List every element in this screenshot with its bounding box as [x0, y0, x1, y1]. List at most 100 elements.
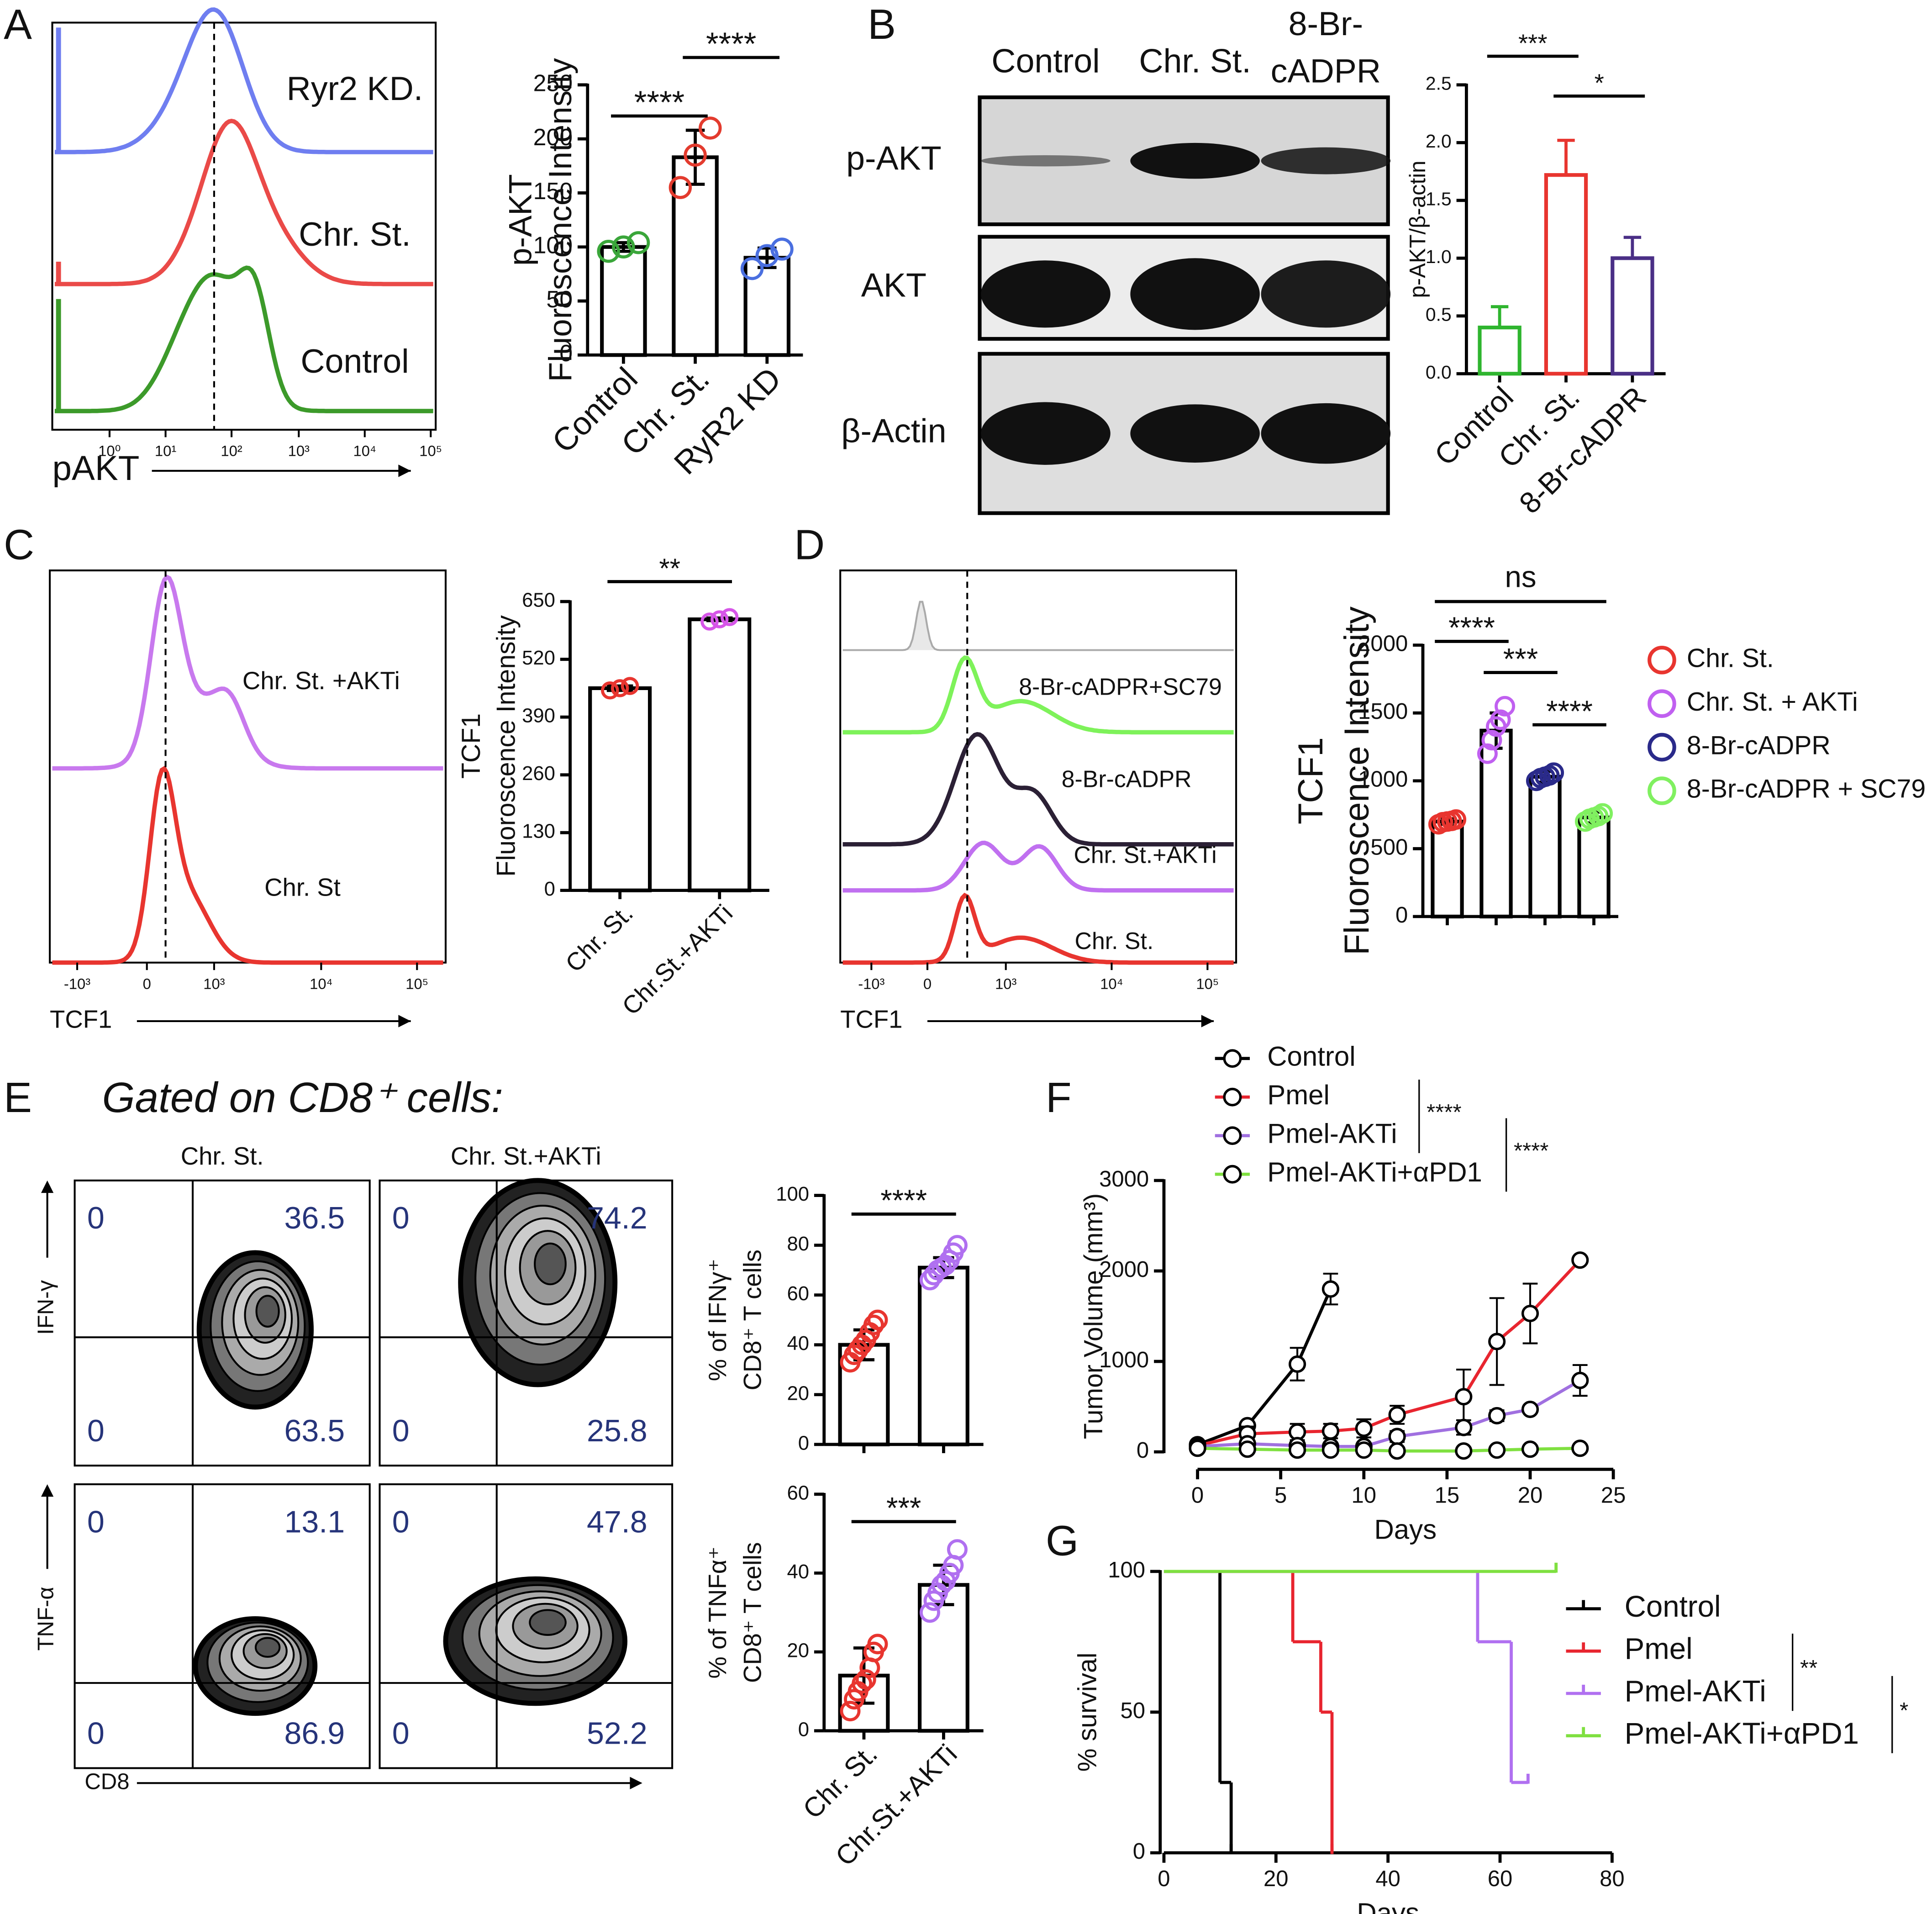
axis-arrowhead: [1201, 1015, 1214, 1028]
data-point: [1521, 1304, 1539, 1323]
legend-marker: [1648, 776, 1676, 805]
data-point: [1490, 709, 1511, 730]
y-tick-label: 80: [787, 1233, 809, 1255]
contour: [255, 1295, 280, 1328]
y-tick-label: 100: [1108, 1558, 1145, 1582]
y-tick-label: 50: [546, 286, 573, 312]
significance-label: ****: [1427, 1100, 1461, 1125]
y-tick-label: 1000: [1358, 767, 1408, 792]
data-point: [684, 143, 707, 167]
y-tick-label: 20: [787, 1382, 809, 1404]
quadrant-value: 0: [87, 1413, 105, 1448]
y-tick-label: 60: [787, 1482, 809, 1504]
data-point: [1592, 803, 1613, 824]
significance-label: *: [1595, 69, 1604, 97]
row-label: AKT: [861, 266, 927, 304]
significance-label: ****: [634, 84, 684, 121]
data-point: [597, 240, 620, 263]
quadrant-value: 13.1: [284, 1504, 345, 1539]
row-label: p-AKT: [846, 139, 942, 177]
significance-label: ***: [1503, 642, 1538, 675]
significance-label: ****: [880, 1184, 927, 1217]
x-axis-label: CD8: [84, 1769, 129, 1794]
x-tick-label: -10³: [64, 975, 90, 992]
y-axis-label: Tumor Volume (mm³): [1079, 1193, 1108, 1439]
x-tick-label: 10⁴: [1100, 975, 1123, 992]
data-point: [1495, 696, 1516, 717]
legend-label: Pmel: [1625, 1632, 1693, 1666]
panel-letter: D: [794, 521, 825, 568]
x-tick-label: 10⁴: [353, 443, 376, 459]
column-label: 8-Br-cADPR: [1270, 5, 1381, 90]
quadrant-value: 74.2: [587, 1201, 648, 1235]
x-tick-label: 10³: [203, 975, 225, 992]
row-label: β-Actin: [841, 412, 946, 450]
panel-letter: A: [4, 0, 32, 48]
data-point: [1481, 730, 1502, 751]
legend-label: Chr. St. + AKTi: [1687, 687, 1858, 717]
significance-label: *: [1900, 1698, 1908, 1723]
curve-label: Ryr2 KD.: [287, 69, 423, 107]
significance-label: ***: [1518, 29, 1548, 57]
histogram-curve: [52, 765, 443, 965]
y-axis-label: TCF1: [457, 713, 486, 779]
data-point: [863, 1314, 884, 1335]
curve-label: Chr. St: [264, 873, 341, 901]
legend-marker: [1648, 645, 1676, 675]
data-point: [699, 116, 722, 140]
y-axis-label: Fluoroscence Intensity: [491, 615, 521, 877]
y-axis-label: CD8⁺ T cells: [738, 1542, 766, 1683]
axis-arrowhead: [398, 1015, 411, 1028]
y-tick-label: 40: [787, 1561, 809, 1583]
x-tick-label: 10⁴: [310, 975, 332, 992]
data-point: [1571, 1371, 1589, 1389]
y-tick-label: 100: [533, 232, 573, 258]
data-point: [669, 176, 692, 199]
data-point: [1321, 1280, 1340, 1298]
y-tick-label: 20: [787, 1640, 809, 1662]
y-tick-label: 150: [533, 178, 573, 204]
y-axis-label: % survival: [1073, 1653, 1102, 1772]
data-point: [1388, 1428, 1406, 1445]
panel-letter: G: [1046, 1517, 1079, 1564]
y-axis-label: % of IFNγ⁺: [704, 1259, 732, 1381]
reference-histogram: [842, 601, 1234, 651]
curve-label: 8-Br-cADPR: [1062, 765, 1192, 792]
column-label: Chr. St.+AKTi: [451, 1142, 601, 1170]
y-tick-label: 2000: [1099, 1257, 1149, 1282]
y-tick-label: 2.5: [1426, 73, 1452, 94]
legend-marker: [1223, 1087, 1242, 1107]
y-tick-label: 60: [787, 1283, 809, 1305]
legend-marker: [1223, 1165, 1242, 1184]
legend-marker: [1648, 689, 1676, 718]
y-axis-label: TNF-α: [34, 1587, 58, 1650]
data-point: [947, 1539, 968, 1560]
data-point: [1289, 1441, 1306, 1459]
curve-label: Control: [300, 342, 409, 380]
data-point: [1521, 1400, 1539, 1418]
legend-marker: [1223, 1049, 1242, 1068]
blot-band: [1130, 404, 1260, 463]
x-tick-label: 10³: [288, 443, 310, 459]
data-point: [720, 608, 739, 627]
legend-label: Control: [1625, 1590, 1721, 1623]
legend-label: 8-Br-cADPR + SC79: [1687, 775, 1926, 804]
data-point: [626, 231, 650, 254]
quadrant-value: 0: [87, 1716, 105, 1751]
x-tick-label: 0: [1191, 1483, 1204, 1508]
x-tick-label: 0: [143, 975, 151, 992]
x-axis-label: Days: [1357, 1898, 1419, 1914]
y-tick-label: 3000: [1099, 1167, 1149, 1192]
line-series: [1197, 1379, 1581, 1448]
data-point: [1321, 1441, 1340, 1459]
x-axis-label: TCF1: [840, 1005, 902, 1033]
significance-label: ****: [1514, 1139, 1548, 1163]
y-axis-label: CD8⁺ T cells: [738, 1250, 766, 1391]
blot-band: [1130, 142, 1260, 179]
y-tick-label: 520: [522, 647, 555, 669]
data-point: [601, 681, 619, 700]
data-point: [1388, 1442, 1406, 1460]
bar: [1577, 815, 1611, 918]
data-point: [840, 1701, 861, 1722]
